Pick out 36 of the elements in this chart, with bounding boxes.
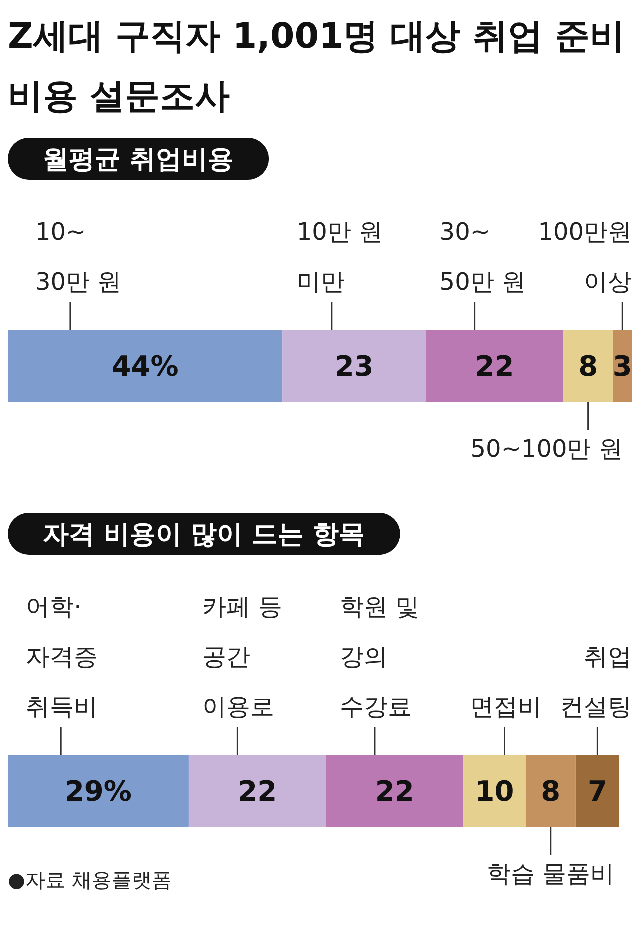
bar	[526, 755, 576, 827]
bar	[8, 330, 283, 402]
data-label: 22	[375, 775, 414, 808]
series-label: 10만 원 미만	[296, 218, 384, 296]
series-label: 학습 물품비	[487, 860, 615, 888]
bar	[563, 330, 614, 402]
bar	[8, 755, 189, 827]
data-label: 10	[475, 775, 514, 808]
chart-subtitle: 월평균 취업비용	[43, 145, 234, 175]
data-label: 44%	[112, 350, 179, 383]
series-label: 카페 등 공간 이용로	[202, 593, 282, 721]
series-label: 50~100만 원	[470, 435, 623, 463]
series-label: 어학· 자격증 취득비	[26, 593, 98, 721]
data-label: 7	[588, 775, 608, 808]
bar	[326, 755, 464, 827]
series-label: 10~ 30만 원	[35, 218, 122, 296]
bar	[282, 330, 426, 402]
bar	[426, 330, 564, 402]
series-label: 학원 및 강의 수강료	[340, 593, 420, 721]
bar	[576, 755, 620, 827]
chart-title: 자격 비용이 많이 드는 항목	[43, 520, 366, 550]
data-label: 29%	[64, 775, 132, 808]
bar	[188, 755, 326, 827]
data-label: 22	[475, 350, 514, 383]
series-label: 취업 컨설팅	[560, 643, 632, 721]
chart-title: Z세대 구직자 1,001명 대상 취업 준비 비용 설문조사	[8, 17, 626, 117]
data-label: 3	[612, 350, 632, 383]
data-label: 22	[238, 775, 278, 808]
bar	[464, 755, 526, 827]
data-label: 8	[578, 350, 598, 383]
series-label: 면접비	[470, 693, 542, 721]
data-label: 23	[334, 350, 374, 383]
text: ●자료 채용플랫폼	[8, 868, 172, 892]
series-label: 100만원 이상	[538, 218, 632, 296]
data-label: 8	[541, 775, 561, 808]
series-label: 30~ 50만 원	[440, 218, 526, 296]
